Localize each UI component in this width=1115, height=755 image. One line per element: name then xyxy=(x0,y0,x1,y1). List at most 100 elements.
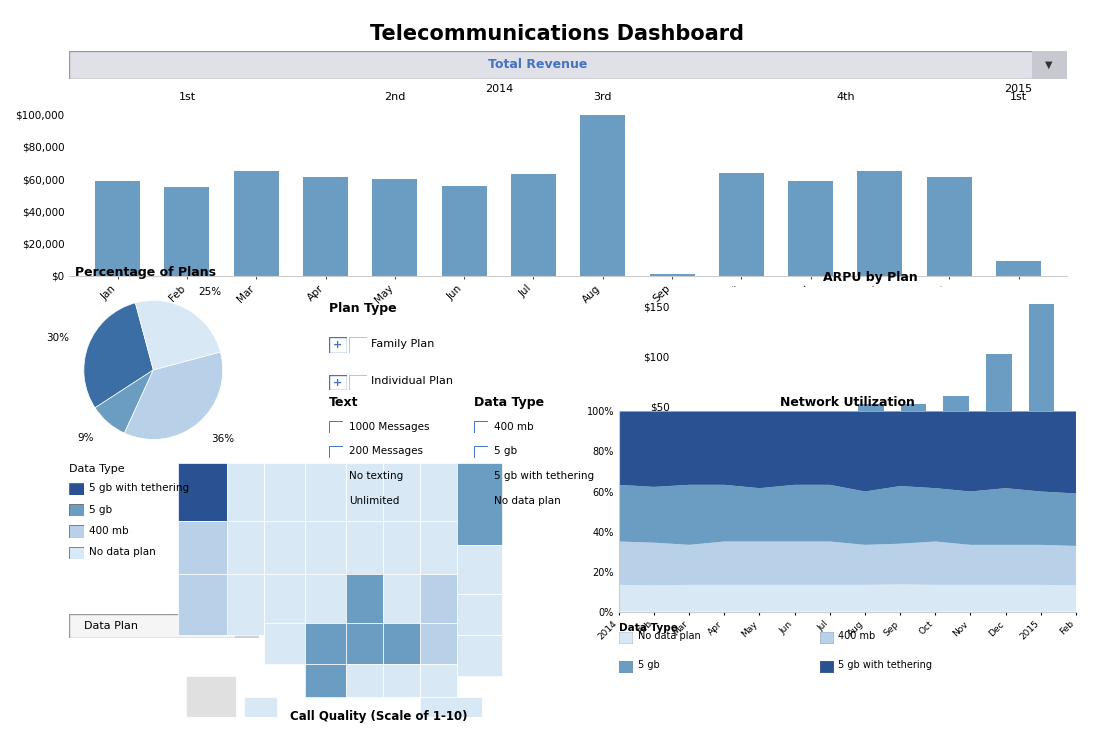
FancyBboxPatch shape xyxy=(347,664,384,697)
Text: 2015: 2015 xyxy=(1005,84,1032,94)
FancyBboxPatch shape xyxy=(420,664,457,697)
FancyBboxPatch shape xyxy=(186,676,235,717)
Text: +: + xyxy=(333,340,342,350)
Text: No data plan: No data plan xyxy=(638,631,700,642)
Text: Unlimited: Unlimited xyxy=(349,496,399,507)
X-axis label: Minutes: Minutes xyxy=(843,594,899,607)
Text: Data Type: Data Type xyxy=(619,623,678,633)
Wedge shape xyxy=(84,303,154,408)
Bar xyxy=(996,261,1041,276)
Text: Total Revenue: Total Revenue xyxy=(488,58,588,72)
Text: Text: Text xyxy=(329,396,358,409)
Text: Individual Plan: Individual Plan xyxy=(371,376,454,387)
FancyBboxPatch shape xyxy=(420,520,457,574)
Wedge shape xyxy=(95,370,154,433)
Text: 5 gb with tethering: 5 gb with tethering xyxy=(838,660,932,670)
Text: 5 gb: 5 gb xyxy=(89,504,113,515)
FancyBboxPatch shape xyxy=(347,623,384,664)
Text: ▼: ▼ xyxy=(243,621,251,631)
Text: ▼: ▼ xyxy=(1046,60,1053,70)
Text: Data Type: Data Type xyxy=(474,396,544,409)
Text: 5 gb: 5 gb xyxy=(494,446,517,457)
Text: 200 Messages: 200 Messages xyxy=(349,446,423,457)
Text: No data plan: No data plan xyxy=(494,496,561,507)
FancyBboxPatch shape xyxy=(178,463,227,520)
Bar xyxy=(1032,51,1067,79)
FancyBboxPatch shape xyxy=(264,574,306,623)
Text: 400 mb: 400 mb xyxy=(89,525,129,536)
FancyBboxPatch shape xyxy=(347,463,384,520)
Text: Plan Type: Plan Type xyxy=(329,302,397,315)
FancyBboxPatch shape xyxy=(457,635,502,676)
Title: ARPU by Plan: ARPU by Plan xyxy=(824,271,918,285)
Text: Data Type: Data Type xyxy=(69,464,125,474)
FancyBboxPatch shape xyxy=(264,623,306,664)
Text: 2014: 2014 xyxy=(485,84,513,94)
FancyBboxPatch shape xyxy=(244,697,277,717)
Title: Network Utilization: Network Utilization xyxy=(780,396,914,409)
Text: 5 gb with tethering: 5 gb with tethering xyxy=(494,471,594,482)
Bar xyxy=(372,179,417,276)
FancyBboxPatch shape xyxy=(420,574,457,623)
FancyBboxPatch shape xyxy=(178,574,232,635)
Bar xyxy=(719,173,764,276)
FancyBboxPatch shape xyxy=(384,463,420,520)
Text: Percentage of Plans: Percentage of Plans xyxy=(75,267,216,279)
FancyBboxPatch shape xyxy=(306,463,347,520)
FancyBboxPatch shape xyxy=(420,623,457,664)
Bar xyxy=(442,186,486,276)
FancyBboxPatch shape xyxy=(227,520,264,574)
Wedge shape xyxy=(135,300,221,370)
FancyBboxPatch shape xyxy=(347,574,384,623)
Text: 4th: 4th xyxy=(836,92,854,102)
Text: 5 gb with tethering: 5 gb with tethering xyxy=(89,483,190,494)
Bar xyxy=(687,439,712,457)
Bar xyxy=(986,354,1011,457)
FancyBboxPatch shape xyxy=(457,594,502,635)
Text: 400 mb: 400 mb xyxy=(494,421,534,432)
FancyBboxPatch shape xyxy=(178,520,227,574)
Bar xyxy=(650,273,695,276)
Text: 36%: 36% xyxy=(212,434,235,444)
Bar xyxy=(235,614,259,638)
Text: 1st: 1st xyxy=(1010,92,1027,102)
FancyBboxPatch shape xyxy=(306,623,347,664)
FancyBboxPatch shape xyxy=(384,664,420,697)
Bar xyxy=(773,420,798,457)
Bar xyxy=(95,180,140,276)
Text: Telecommunications Dashboard: Telecommunications Dashboard xyxy=(370,24,745,44)
Text: No data plan: No data plan xyxy=(89,547,156,557)
Text: No texting: No texting xyxy=(349,471,404,482)
FancyBboxPatch shape xyxy=(457,463,502,545)
Text: 25%: 25% xyxy=(198,287,222,297)
Bar xyxy=(580,115,626,276)
Bar xyxy=(234,171,279,276)
Bar xyxy=(815,414,841,457)
FancyBboxPatch shape xyxy=(306,664,347,697)
FancyBboxPatch shape xyxy=(264,520,306,574)
Bar xyxy=(943,396,969,457)
Text: 400 mb: 400 mb xyxy=(838,631,875,642)
FancyBboxPatch shape xyxy=(457,545,502,594)
FancyBboxPatch shape xyxy=(347,520,384,574)
Bar xyxy=(857,171,902,276)
FancyBboxPatch shape xyxy=(227,574,264,635)
Bar xyxy=(511,174,556,276)
Text: Data Plan: Data Plan xyxy=(85,621,138,631)
Bar xyxy=(901,404,927,457)
FancyBboxPatch shape xyxy=(306,520,347,574)
FancyBboxPatch shape xyxy=(384,623,420,664)
Text: Family Plan: Family Plan xyxy=(371,338,435,349)
Text: 5 gb: 5 gb xyxy=(638,660,660,670)
Bar xyxy=(788,180,833,276)
Title: Call Quality (Scale of 1-10): Call Quality (Scale of 1-10) xyxy=(290,710,468,723)
Bar xyxy=(730,424,756,457)
Text: 2nd: 2nd xyxy=(385,92,406,102)
FancyBboxPatch shape xyxy=(306,574,347,623)
Wedge shape xyxy=(125,352,223,439)
Text: 30%: 30% xyxy=(46,333,69,343)
Bar xyxy=(303,177,348,276)
Bar xyxy=(164,187,210,276)
Bar xyxy=(859,404,883,457)
Text: +: + xyxy=(333,378,342,388)
